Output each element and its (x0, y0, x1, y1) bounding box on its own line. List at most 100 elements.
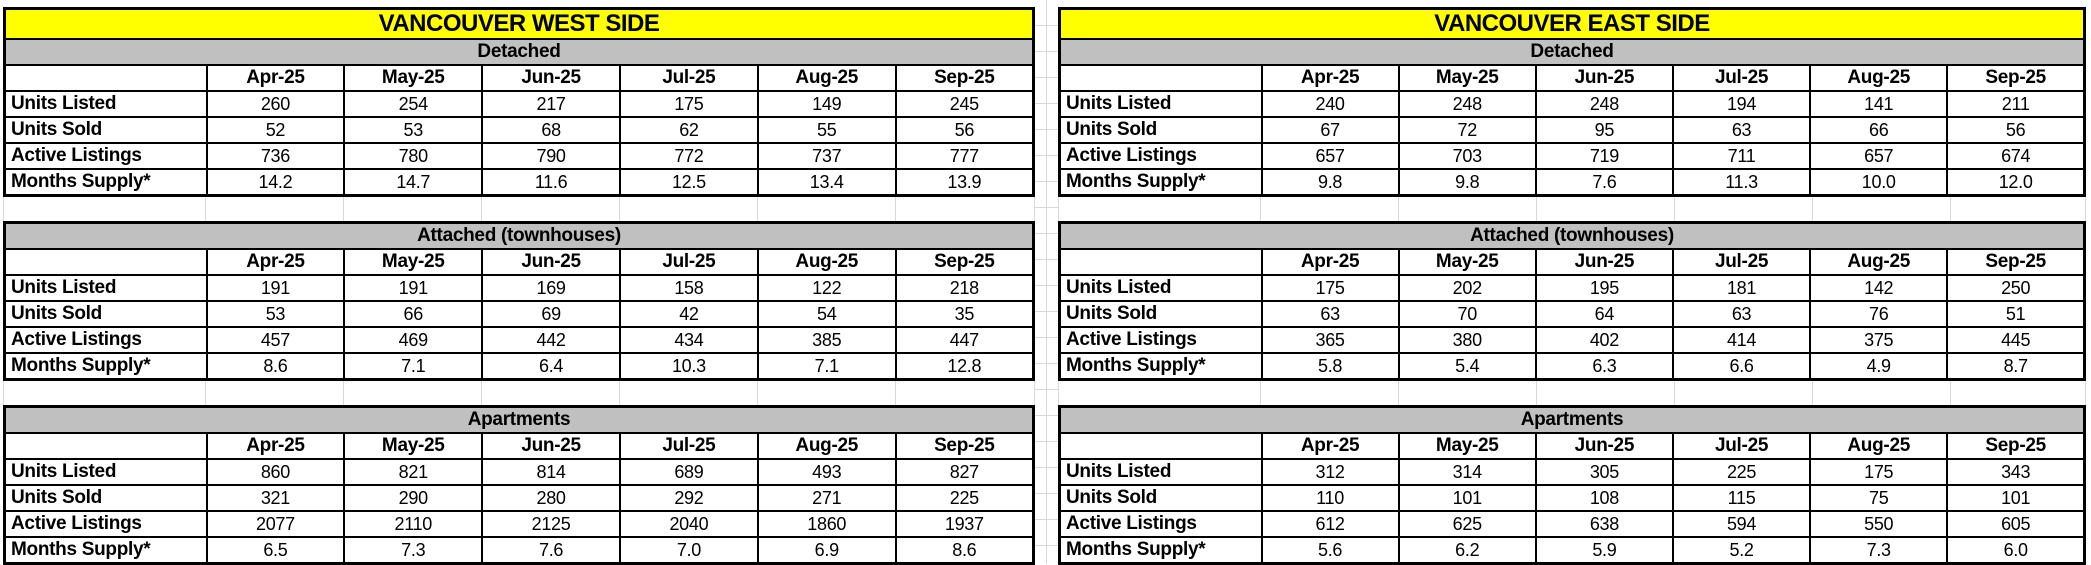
data-cell: 719 (1534, 142, 1674, 170)
data-cell: 5.2 (1671, 536, 1812, 565)
data-cell: 657 (1809, 142, 1949, 170)
data-cell: 674 (1946, 142, 2086, 170)
month-header: Jul-25 (1671, 432, 1812, 460)
row-label: Units Sold (1058, 484, 1263, 512)
data-cell: 101 (1397, 484, 1537, 512)
data-cell: 292 (618, 484, 759, 512)
data-cell: 7.1 (756, 352, 897, 381)
data-cell: 305 (1534, 458, 1674, 486)
month-header: May-25 (343, 248, 484, 276)
data-cell: 141 (1809, 90, 1949, 118)
sheet-blank-row (3, 381, 1035, 405)
row-label: Active Listings (3, 510, 208, 538)
row-label: Units Listed (3, 458, 208, 486)
month-header: Apr-25 (1260, 432, 1400, 460)
data-cell: 55 (756, 116, 897, 144)
row-label: Active Listings (3, 326, 208, 354)
region-title: VANCOUVER EAST SIDE (1058, 7, 2086, 40)
month-header: Aug-25 (756, 64, 897, 92)
data-row: Units Listed 260 254 217 175 149 245 (3, 90, 1035, 118)
data-row: Units Listed 175 202 195 181 142 250 (1058, 274, 2086, 302)
data-cell: 860 (205, 458, 346, 486)
data-cell: 380 (1397, 326, 1537, 354)
data-row: Units Listed 191 191 169 158 122 218 (3, 274, 1035, 302)
data-cell: 195 (1534, 274, 1674, 302)
data-cell: 736 (205, 142, 346, 170)
data-cell: 12.8 (894, 352, 1035, 381)
data-cell: 821 (343, 458, 484, 486)
vancouver-east-side-table: VANCOUVER EAST SIDE Detached Apr-25 May-25 J… (1058, 7, 2086, 565)
month-header: Sep-25 (894, 248, 1035, 276)
data-cell: 142 (1809, 274, 1949, 302)
data-cell: 2125 (481, 510, 621, 538)
data-cell: 7.3 (343, 536, 484, 565)
data-row: Active Listings 612 625 638 594 550 605 (1058, 510, 2086, 538)
data-cell: 457 (205, 326, 346, 354)
data-cell: 42 (618, 300, 759, 328)
data-cell: 402 (1534, 326, 1674, 354)
data-cell: 250 (1946, 274, 2086, 302)
data-cell: 6.3 (1534, 352, 1674, 381)
row-label: Units Sold (1058, 116, 1263, 144)
data-row: Units Sold 52 53 68 62 55 56 (3, 116, 1035, 144)
sheet-blank-row (1058, 381, 2086, 405)
data-cell: 689 (618, 458, 759, 486)
data-cell: 191 (343, 274, 484, 302)
row-label: Months Supply* (1058, 168, 1263, 197)
data-cell: 445 (1946, 326, 2086, 354)
month-header: Jun-25 (481, 432, 621, 460)
data-row: Months Supply* 6.5 7.3 7.6 7.0 6.9 8.6 (3, 536, 1035, 565)
month-header: Jun-25 (1534, 248, 1674, 276)
data-cell: 6.4 (481, 352, 621, 381)
data-cell: 827 (894, 458, 1035, 486)
row-label: Units Sold (3, 300, 208, 328)
data-cell: 175 (618, 90, 759, 118)
data-cell: 11.3 (1671, 168, 1812, 197)
data-cell: 64 (1534, 300, 1674, 328)
data-cell: 191 (205, 274, 346, 302)
data-cell: 217 (481, 90, 621, 118)
data-cell: 169 (481, 274, 621, 302)
data-cell: 2077 (205, 510, 346, 538)
data-cell: 108 (1534, 484, 1674, 512)
data-cell: 10.0 (1809, 168, 1949, 197)
data-cell: 13.4 (756, 168, 897, 197)
data-cell: 638 (1534, 510, 1674, 538)
month-header: Sep-25 (1946, 432, 2086, 460)
data-cell: 75 (1809, 484, 1949, 512)
data-cell: 321 (205, 484, 346, 512)
data-cell: 175 (1809, 458, 1949, 486)
data-row: Months Supply* 5.6 6.2 5.9 5.2 7.3 6.0 (1058, 536, 2086, 565)
data-cell: 657 (1260, 142, 1400, 170)
month-header: Apr-25 (205, 64, 346, 92)
data-cell: 550 (1809, 510, 1949, 538)
data-row: Units Sold 53 66 69 42 54 35 (3, 300, 1035, 328)
month-header: Jul-25 (1671, 64, 1812, 92)
data-cell: 814 (481, 458, 621, 486)
data-cell: 8.6 (205, 352, 346, 381)
data-cell: 385 (756, 326, 897, 354)
data-cell: 54 (756, 300, 897, 328)
month-header: Apr-25 (205, 248, 346, 276)
data-cell: 12.5 (618, 168, 759, 197)
section-table: Attached (townhouses) Apr-25 May-25 Jun-25 J… (3, 221, 1035, 381)
data-row: Active Listings 365 380 402 414 375 445 (1058, 326, 2086, 354)
data-cell: 314 (1397, 458, 1537, 486)
data-cell: 181 (1671, 274, 1812, 302)
data-cell: 9.8 (1260, 168, 1400, 197)
data-row: Active Listings 657 703 719 711 657 674 (1058, 142, 2086, 170)
data-cell: 7.6 (481, 536, 621, 565)
month-header: May-25 (343, 64, 484, 92)
data-cell: 69 (481, 300, 621, 328)
section-table: Apartments Apr-25 May-25 Jun-25 Jul-25 Aug-25… (1058, 405, 2086, 565)
data-cell: 95 (1534, 116, 1674, 144)
data-cell: 6.2 (1397, 536, 1537, 565)
data-cell: 625 (1397, 510, 1537, 538)
corner-cell (1058, 248, 1263, 276)
month-header: Apr-25 (1260, 248, 1400, 276)
data-cell: 777 (894, 142, 1035, 170)
month-header: May-25 (1397, 64, 1537, 92)
row-label: Units Listed (3, 274, 208, 302)
data-cell: 115 (1671, 484, 1812, 512)
data-row: Months Supply* 9.8 9.8 7.6 11.3 10.0 12.0 (1058, 168, 2086, 197)
